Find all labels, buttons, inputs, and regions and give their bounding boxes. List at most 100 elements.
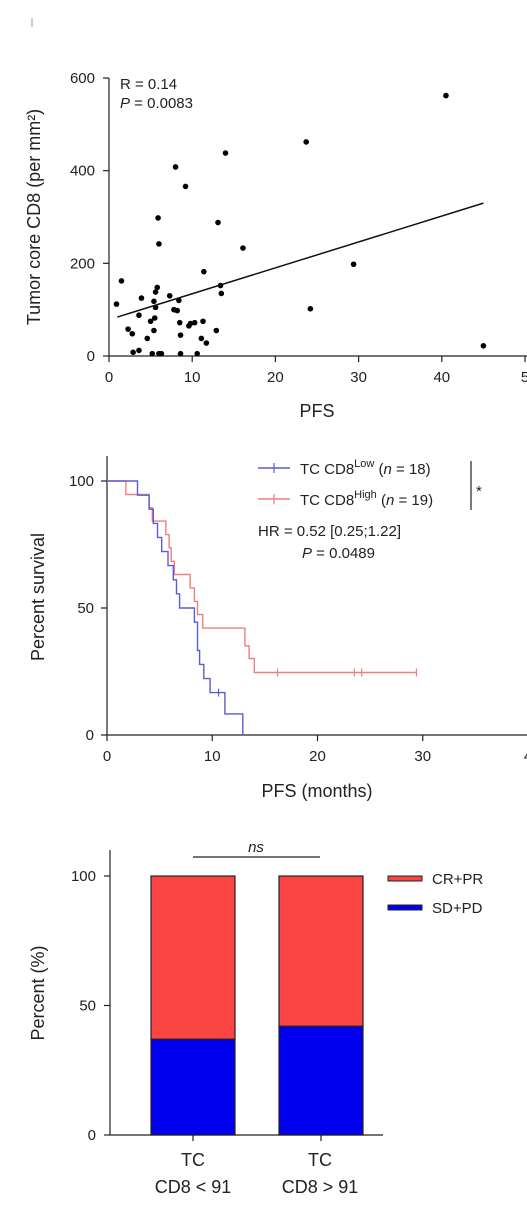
bar-sdpd-segment-2: [278, 1025, 364, 1136]
bar-y-tick-label: 50: [79, 998, 96, 1015]
scatter-point: [240, 245, 246, 251]
scatter-point: [177, 350, 184, 357]
scatter-x-tick-label: 30: [350, 369, 367, 386]
bar-crpr-segment-1: [150, 875, 236, 1040]
survival-p-annotation: P = 0.0489: [302, 545, 375, 562]
scatter-point: [203, 340, 210, 346]
scatter-p-annotation: P = 0.0083: [120, 95, 193, 112]
scatter-y-tick-label: 200: [70, 255, 95, 272]
scatter-x-tick-label: 20: [267, 369, 284, 386]
ns-label: ns: [248, 839, 264, 856]
scatter-x-tick-label: 5: [521, 369, 527, 386]
scatter-point: [172, 164, 179, 170]
scatter-r-annotation: R = 0.14: [120, 76, 177, 93]
scatter-point: [480, 343, 487, 349]
survival-x-tick-label: 4: [524, 748, 527, 765]
bar-ticks: 0 50 100: [71, 868, 110, 1144]
scatter-point: [218, 290, 225, 297]
bar-category-1-line2: CD8 < 91: [155, 1177, 232, 1197]
scatter-y-label: Tumor core CD8 (per mm²): [24, 109, 44, 325]
scatter-point: [443, 92, 449, 99]
bar-legend: CR+PR SD+PD: [387, 871, 483, 917]
bar-y-tick-label: 100: [71, 868, 96, 885]
scatter-point: [158, 350, 165, 357]
survival-x-tick-label: 0: [103, 748, 111, 765]
scatter-point: [154, 284, 161, 291]
survival-y-tick-label: 50: [77, 600, 94, 617]
survival-panel: 01020304050100 TC CD8Low (n = 18) TC CD8…: [28, 456, 527, 801]
scatter-point: [201, 268, 207, 275]
scatter-fit-line: [117, 202, 484, 318]
hazard-ratio-text: HR = 0.52 [0.25;1.22]: [258, 523, 401, 540]
scatter-point: [118, 278, 125, 284]
bar-y-label: Percent (%): [28, 945, 48, 1040]
scatter-point: [307, 305, 314, 312]
scatter-point: [215, 219, 221, 226]
scatter-point: [113, 301, 120, 307]
scatter-y-tick-label: 600: [70, 70, 95, 87]
scatter-point: [182, 183, 189, 190]
bar-category-2-line1: TC: [308, 1150, 332, 1170]
scatter-point: [177, 332, 184, 338]
scatter-point: [350, 261, 357, 268]
scatter-point: [155, 215, 161, 221]
bar-y-tick-label: 0: [88, 1127, 96, 1144]
bar-sdpd-segment-1: [150, 1038, 236, 1136]
scatter-point: [151, 298, 157, 305]
bar-crpr-segment-2: [278, 875, 364, 1027]
significance-star: *: [476, 483, 482, 500]
survival-y-tick-label: 0: [86, 727, 94, 744]
survival-x-tick-label: 10: [204, 748, 221, 765]
scatter-y-tick-label: 400: [70, 163, 95, 180]
scatter-point: [156, 241, 162, 247]
legend-sdpd-swatch: [387, 904, 423, 911]
scatter-x-tick-label: 10: [184, 369, 201, 386]
scatter-point: [191, 319, 198, 326]
bar-marks: [150, 875, 364, 1141]
legend-low-label: TC CD8Low (n = 18): [300, 458, 431, 478]
legend-crpr-swatch: [387, 875, 423, 882]
bar-category-2-line2: CD8 > 91: [282, 1177, 359, 1197]
response-bar-panel: 0 50 100 ns CR+PR SD+PD TC CD8 < 91 TC CD8…: [28, 839, 483, 1197]
survival-x-tick-label: 20: [309, 748, 326, 765]
scatter-point: [174, 307, 181, 314]
scatter-point: [166, 292, 173, 299]
survival-ticks: 01020304050100: [69, 473, 527, 765]
scatter-y-tick-label: 0: [87, 348, 95, 365]
scatter-x-tick-label: 0: [105, 369, 113, 386]
scatter-x-label: PFS: [299, 401, 334, 421]
scatter-points: [113, 92, 487, 357]
legend-sdpd-label: SD+PD: [432, 900, 483, 917]
legend-crpr-label: CR+PR: [432, 871, 483, 888]
survival-x-tick-label: 30: [414, 748, 431, 765]
scatter-x-tick-label: 40: [433, 369, 450, 386]
survival-x-label: PFS (months): [261, 781, 372, 801]
scatter-point: [187, 320, 194, 327]
scatter-point: [136, 347, 142, 354]
survival-y-tick-label: 100: [69, 473, 94, 490]
scatter-point: [152, 289, 159, 295]
scatter-point: [129, 330, 136, 337]
scatter-point: [176, 319, 183, 326]
survival-y-label: Percent survival: [28, 533, 48, 661]
scatter-point: [130, 349, 136, 356]
survival-curves: [107, 480, 418, 735]
legend-high-label: TC CD8High (n = 19): [300, 489, 433, 509]
scatter-point: [151, 315, 158, 321]
scatter-point: [136, 312, 142, 319]
scatter-point: [125, 326, 131, 332]
bar-category-1-line1: TC: [181, 1150, 205, 1170]
scatter-point: [138, 295, 145, 301]
survival-curve-high: [107, 480, 417, 674]
scatter-point: [198, 335, 205, 342]
scatter-point: [213, 327, 220, 334]
scatter-point: [144, 335, 151, 342]
scatter-point: [149, 350, 156, 357]
scatter-point: [222, 150, 229, 156]
scatter-point: [303, 139, 309, 145]
survival-legend: TC CD8Low (n = 18) TC CD8High (n = 19) *: [258, 458, 482, 510]
scatter-point: [147, 318, 154, 325]
